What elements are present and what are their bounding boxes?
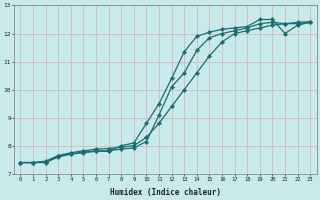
X-axis label: Humidex (Indice chaleur): Humidex (Indice chaleur): [110, 188, 221, 197]
